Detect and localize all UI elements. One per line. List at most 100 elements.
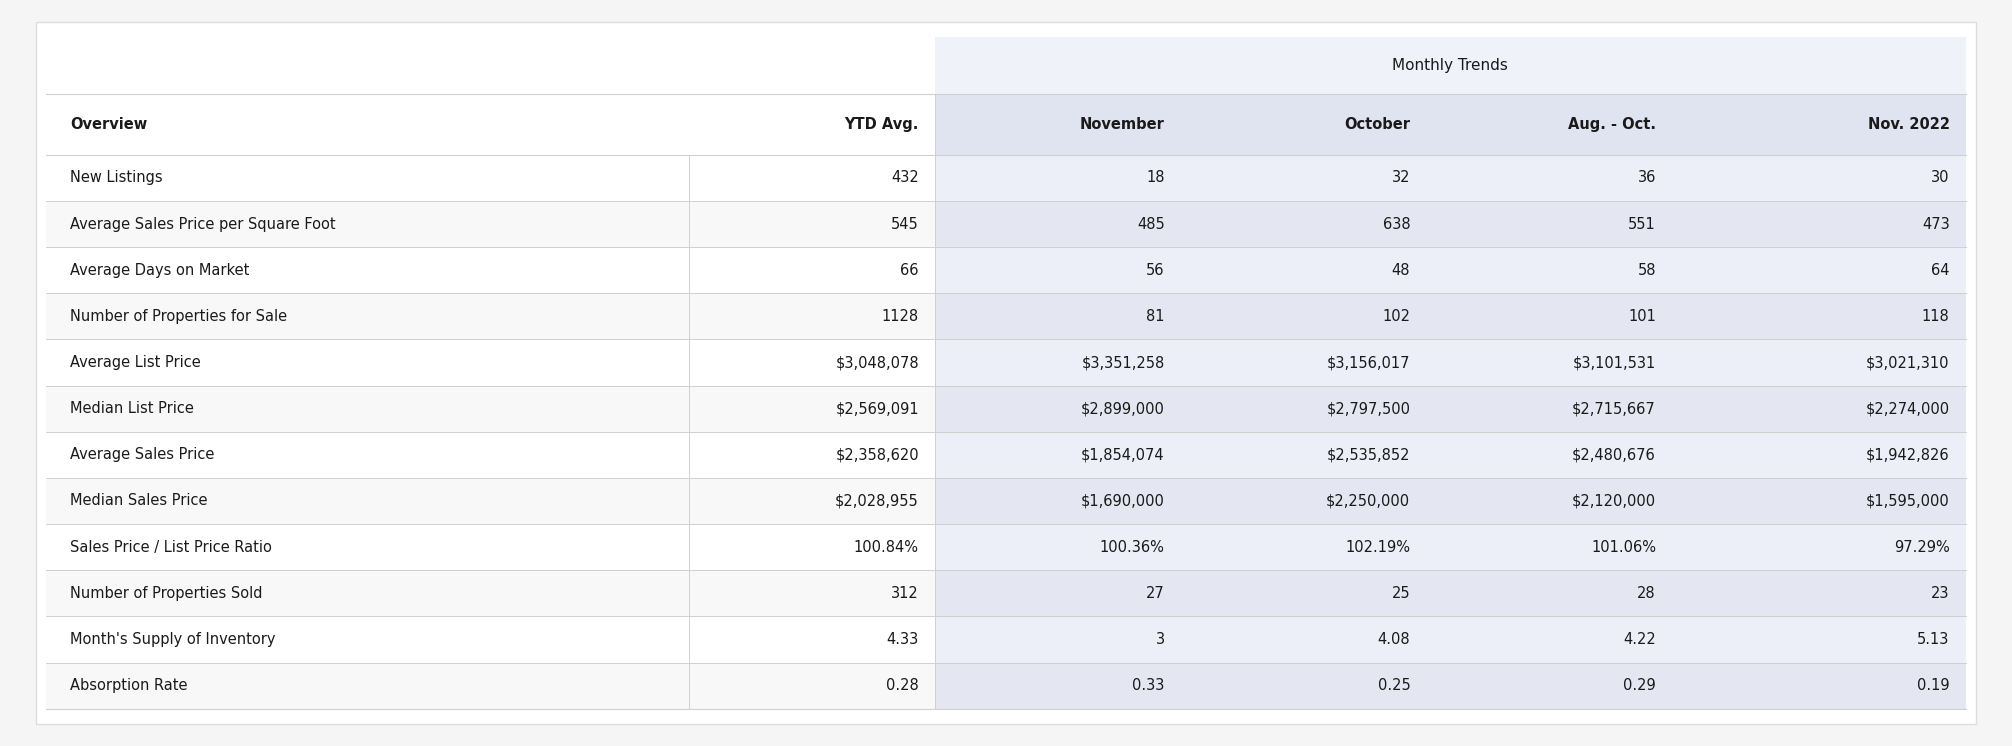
Bar — [46, 524, 936, 570]
Text: 551: 551 — [1628, 216, 1656, 231]
Text: 432: 432 — [891, 170, 919, 185]
Text: 25: 25 — [1392, 586, 1410, 601]
Bar — [1181, 95, 1427, 154]
Text: $2,569,091: $2,569,091 — [835, 401, 919, 416]
Text: 0.33: 0.33 — [1133, 678, 1165, 693]
Text: 97.29%: 97.29% — [1893, 539, 1950, 554]
Text: $2,250,000: $2,250,000 — [1326, 494, 1410, 509]
Text: Average Sales Price: Average Sales Price — [70, 448, 215, 463]
Bar — [46, 616, 936, 662]
Text: $2,797,500: $2,797,500 — [1326, 401, 1410, 416]
Bar — [936, 478, 1966, 524]
Bar — [1672, 95, 1966, 154]
Bar — [46, 201, 936, 247]
Text: 18: 18 — [1147, 170, 1165, 185]
Text: 28: 28 — [1638, 586, 1656, 601]
Text: 545: 545 — [891, 216, 919, 231]
Bar — [1427, 95, 1672, 154]
Bar — [936, 37, 1966, 95]
Bar — [46, 339, 936, 386]
Text: 30: 30 — [1932, 170, 1950, 185]
Text: 118: 118 — [1921, 309, 1950, 324]
Text: 3: 3 — [1155, 632, 1165, 647]
Text: 312: 312 — [891, 586, 919, 601]
Text: Overview: Overview — [70, 117, 147, 132]
Text: 0.29: 0.29 — [1624, 678, 1656, 693]
Text: 0.28: 0.28 — [885, 678, 919, 693]
Bar — [46, 570, 936, 616]
Text: $2,120,000: $2,120,000 — [1571, 494, 1656, 509]
Text: $2,028,955: $2,028,955 — [835, 494, 919, 509]
Text: 58: 58 — [1638, 263, 1656, 278]
Text: 56: 56 — [1147, 263, 1165, 278]
Text: 100.36%: 100.36% — [1101, 539, 1165, 554]
Text: YTD Avg.: YTD Avg. — [845, 117, 919, 132]
Text: 4.08: 4.08 — [1378, 632, 1410, 647]
Bar — [46, 293, 936, 339]
Bar — [936, 662, 1966, 709]
Text: Average List Price: Average List Price — [70, 355, 201, 370]
Text: $2,535,852: $2,535,852 — [1326, 448, 1410, 463]
Text: 27: 27 — [1145, 586, 1165, 601]
Text: $2,715,667: $2,715,667 — [1571, 401, 1656, 416]
Text: $1,854,074: $1,854,074 — [1080, 448, 1165, 463]
Text: 101.06%: 101.06% — [1591, 539, 1656, 554]
Text: Aug. - Oct.: Aug. - Oct. — [1567, 117, 1656, 132]
Bar — [936, 339, 1966, 386]
Text: 102.19%: 102.19% — [1346, 539, 1410, 554]
Bar — [936, 154, 1966, 201]
Bar — [46, 154, 936, 201]
Text: 66: 66 — [901, 263, 919, 278]
Text: 101: 101 — [1628, 309, 1656, 324]
Text: 48: 48 — [1392, 263, 1410, 278]
Bar — [936, 293, 1966, 339]
Text: Month's Supply of Inventory: Month's Supply of Inventory — [70, 632, 276, 647]
Text: Median List Price: Median List Price — [70, 401, 195, 416]
Bar — [46, 478, 936, 524]
Text: 36: 36 — [1638, 170, 1656, 185]
Text: 102: 102 — [1382, 309, 1410, 324]
Text: 0.25: 0.25 — [1378, 678, 1410, 693]
Text: Nov. 2022: Nov. 2022 — [1867, 117, 1950, 132]
Bar — [936, 201, 1966, 247]
Text: Number of Properties for Sale: Number of Properties for Sale — [70, 309, 288, 324]
Text: 5.13: 5.13 — [1917, 632, 1950, 647]
Bar — [46, 432, 936, 478]
Text: 23: 23 — [1932, 586, 1950, 601]
Text: $1,942,826: $1,942,826 — [1865, 448, 1950, 463]
Text: Number of Properties Sold: Number of Properties Sold — [70, 586, 264, 601]
Text: Average Days on Market: Average Days on Market — [70, 263, 249, 278]
Text: Sales Price / List Price Ratio: Sales Price / List Price Ratio — [70, 539, 272, 554]
Text: $3,101,531: $3,101,531 — [1573, 355, 1656, 370]
Bar — [936, 616, 1966, 662]
Text: 473: 473 — [1921, 216, 1950, 231]
Text: 81: 81 — [1147, 309, 1165, 324]
Text: 1128: 1128 — [881, 309, 919, 324]
Text: 4.33: 4.33 — [887, 632, 919, 647]
Text: $2,274,000: $2,274,000 — [1865, 401, 1950, 416]
Bar — [690, 95, 936, 154]
Text: $3,351,258: $3,351,258 — [1080, 355, 1165, 370]
Bar — [936, 386, 1966, 432]
Text: 638: 638 — [1382, 216, 1410, 231]
Text: 4.22: 4.22 — [1624, 632, 1656, 647]
Text: 0.19: 0.19 — [1917, 678, 1950, 693]
Text: New Listings: New Listings — [70, 170, 163, 185]
Bar — [936, 570, 1966, 616]
Bar — [46, 37, 936, 95]
Text: Median Sales Price: Median Sales Price — [70, 494, 207, 509]
Text: November: November — [1080, 117, 1165, 132]
Text: $2,899,000: $2,899,000 — [1080, 401, 1165, 416]
Text: 485: 485 — [1137, 216, 1165, 231]
Text: October: October — [1344, 117, 1410, 132]
Text: Average Sales Price per Square Foot: Average Sales Price per Square Foot — [70, 216, 336, 231]
Bar — [46, 95, 690, 154]
Bar — [936, 95, 1181, 154]
Text: 100.84%: 100.84% — [853, 539, 919, 554]
Text: $1,595,000: $1,595,000 — [1865, 494, 1950, 509]
Text: $2,358,620: $2,358,620 — [835, 448, 919, 463]
Text: $2,480,676: $2,480,676 — [1571, 448, 1656, 463]
Bar — [46, 662, 936, 709]
Text: 64: 64 — [1932, 263, 1950, 278]
Text: $3,048,078: $3,048,078 — [835, 355, 919, 370]
